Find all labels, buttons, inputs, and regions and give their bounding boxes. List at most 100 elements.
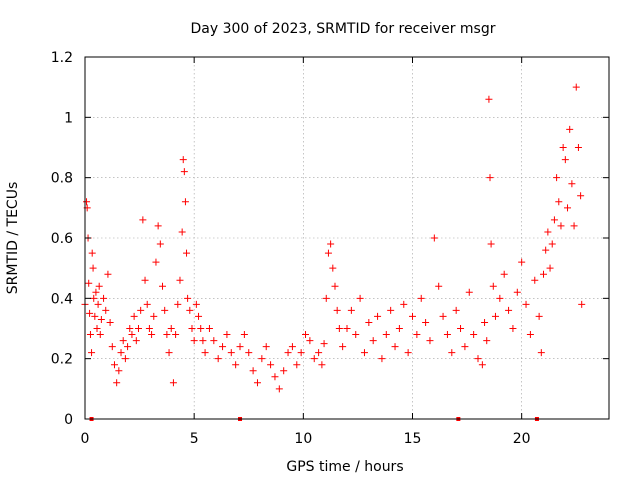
data-point bbox=[192, 300, 200, 308]
data-point bbox=[253, 379, 261, 387]
data-point bbox=[310, 355, 318, 363]
data-point bbox=[184, 294, 192, 302]
data-point bbox=[302, 331, 310, 339]
data-point bbox=[86, 309, 94, 317]
data-point bbox=[96, 331, 104, 339]
data-point bbox=[130, 312, 138, 320]
data-point bbox=[249, 367, 257, 375]
data-point bbox=[470, 331, 478, 339]
data-point bbox=[90, 294, 98, 302]
data-point bbox=[491, 312, 499, 320]
data-point bbox=[174, 300, 182, 308]
data-point bbox=[186, 306, 194, 314]
data-point bbox=[163, 331, 171, 339]
data-point bbox=[83, 198, 91, 206]
y-tick-label: 1.2 bbox=[51, 50, 73, 66]
data-point bbox=[422, 318, 430, 326]
data-point bbox=[165, 349, 173, 357]
data-point bbox=[95, 282, 103, 290]
data-point bbox=[417, 294, 425, 302]
data-point bbox=[452, 306, 460, 314]
data-point bbox=[167, 325, 175, 332]
data-point bbox=[409, 312, 416, 320]
data-point bbox=[564, 204, 572, 212]
data-point bbox=[387, 306, 395, 314]
data-point bbox=[102, 306, 110, 314]
data-point bbox=[104, 270, 112, 278]
y-tick-label: 1 bbox=[64, 110, 73, 126]
data-point bbox=[121, 355, 129, 363]
data-point bbox=[335, 325, 343, 332]
data-point bbox=[378, 355, 386, 363]
data-point bbox=[404, 349, 412, 357]
data-point bbox=[548, 240, 556, 248]
data-point bbox=[258, 355, 266, 363]
data-point bbox=[487, 240, 495, 248]
data-point bbox=[496, 294, 504, 302]
grid bbox=[85, 57, 609, 419]
data-point bbox=[324, 249, 332, 257]
y-axis-label: SRMTID / TECUs bbox=[5, 182, 21, 295]
data-point bbox=[124, 343, 132, 351]
data-point bbox=[148, 331, 156, 339]
data-point bbox=[201, 349, 209, 357]
data-point bbox=[509, 325, 517, 332]
data-point bbox=[369, 337, 377, 345]
data-point bbox=[106, 318, 114, 326]
data-point bbox=[240, 331, 248, 339]
y-tick-label: 0.6 bbox=[51, 231, 73, 247]
data-point bbox=[574, 144, 582, 151]
data-point bbox=[526, 331, 534, 339]
data-point bbox=[293, 361, 301, 369]
data-point bbox=[430, 234, 438, 242]
x-tick-label: 20 bbox=[513, 431, 531, 447]
data-point bbox=[245, 349, 253, 357]
data-point bbox=[568, 180, 576, 188]
data-point bbox=[197, 325, 205, 332]
data-point bbox=[540, 270, 547, 278]
data-point bbox=[448, 349, 456, 357]
data-point bbox=[214, 355, 222, 363]
x-axis-label: GPS time / hours bbox=[286, 459, 403, 475]
data-point bbox=[577, 192, 585, 200]
data-point bbox=[288, 343, 296, 351]
data-point bbox=[331, 282, 339, 290]
data-point bbox=[297, 349, 305, 357]
data-point bbox=[92, 288, 100, 296]
x-axis-ticks: 0 5 10 15 20 bbox=[81, 57, 531, 447]
data-point bbox=[178, 228, 186, 236]
data-point bbox=[474, 355, 482, 363]
data-point bbox=[395, 325, 403, 332]
data-point bbox=[481, 318, 489, 326]
data-point bbox=[232, 361, 240, 369]
data-point bbox=[550, 216, 558, 224]
data-point bbox=[205, 325, 213, 332]
data-point bbox=[181, 198, 189, 206]
data-point bbox=[159, 282, 167, 290]
data-point bbox=[172, 331, 180, 339]
data-point bbox=[443, 331, 451, 339]
data-point bbox=[347, 306, 355, 314]
data-point bbox=[262, 343, 270, 351]
data-point bbox=[271, 373, 279, 381]
chart-title: Day 300 of 2023, SRMTID for receiver msg… bbox=[191, 21, 496, 37]
data-point bbox=[176, 276, 184, 284]
data-point bbox=[518, 258, 526, 266]
data-point bbox=[152, 258, 160, 266]
data-point bbox=[190, 337, 198, 345]
data-point bbox=[86, 331, 94, 339]
data-point bbox=[100, 294, 108, 302]
x-tick-label: 15 bbox=[404, 431, 422, 447]
data-point bbox=[505, 306, 513, 314]
data-point bbox=[267, 361, 275, 369]
y-tick-label: 0.2 bbox=[51, 352, 73, 368]
data-point bbox=[113, 379, 121, 387]
x-tick-label: 0 bbox=[81, 431, 90, 447]
data-point bbox=[435, 282, 443, 290]
y-tick-label: 0.8 bbox=[51, 171, 73, 187]
data-point bbox=[413, 331, 421, 339]
data-point bbox=[134, 325, 142, 332]
data-point bbox=[119, 337, 127, 345]
data-point bbox=[195, 312, 203, 320]
data-point bbox=[315, 349, 323, 357]
